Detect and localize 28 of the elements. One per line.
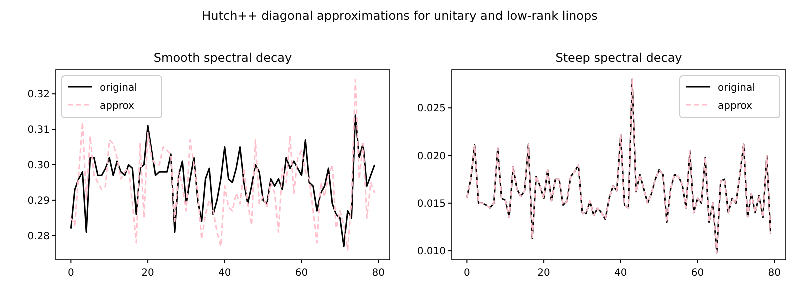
- x-tick-label: 60: [295, 268, 308, 279]
- y-tick-label: 0.010: [417, 246, 446, 258]
- chart-title: Steep spectral decay: [556, 51, 682, 65]
- x-tick-label: 40: [218, 268, 232, 279]
- y-tick-label: 0.31: [28, 125, 50, 136]
- legend-label: original: [100, 83, 138, 94]
- x-tick-label: 0: [464, 268, 470, 279]
- line-series: [70, 79, 376, 251]
- x-tick-label: 40: [614, 268, 628, 279]
- x-tick-label: 0: [68, 268, 74, 279]
- x-tick-label: 20: [538, 268, 550, 279]
- y-tick-label: 0.015: [417, 198, 446, 210]
- x-tick-label: 60: [691, 268, 704, 279]
- legend-label: approx: [718, 101, 753, 112]
- y-tick-label: 0.30: [28, 160, 50, 172]
- line-series: [70, 114, 376, 248]
- y-tick-label: 0.29: [28, 196, 50, 207]
- chart-title: Smooth spectral decay: [154, 51, 292, 65]
- y-tick-label: 0.020: [417, 151, 446, 162]
- x-tick-label: 20: [142, 268, 154, 279]
- legend-label: approx: [100, 101, 135, 112]
- text: Hutch++ diagonal approximations for unitary and low-rank linops: [202, 9, 598, 23]
- y-tick-label: 0.28: [28, 231, 50, 242]
- legend-label: original: [718, 83, 756, 94]
- x-tick-label: 80: [372, 268, 386, 279]
- y-tick-label: 0.025: [417, 104, 446, 115]
- x-tick-label: 80: [768, 268, 782, 279]
- y-tick-label: 0.32: [28, 90, 50, 101]
